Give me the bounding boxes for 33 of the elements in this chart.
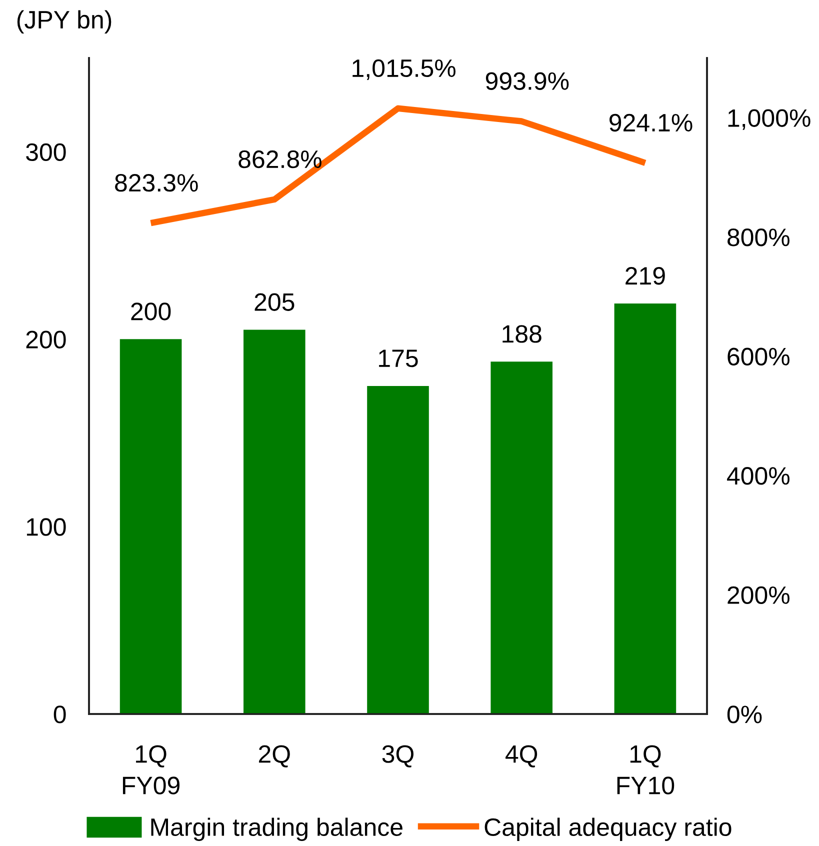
data-label: 862.8% [238, 150, 322, 168]
bar [244, 330, 306, 714]
data-label: 924.1% [610, 114, 692, 132]
data-label: 200 [131, 302, 171, 320]
data-label: 219 [626, 267, 665, 285]
y2-tick-label: 0% [727, 706, 762, 724]
x-tick-label: 2Q [258, 745, 290, 768]
y2-tick-label: 600% [728, 348, 790, 366]
data-label: 175 [379, 350, 418, 368]
bar [367, 386, 429, 714]
y-tick-label: 100 [26, 518, 66, 536]
data-label: 205 [254, 293, 294, 311]
y2-tick-label: 1,000% [728, 109, 810, 130]
bar [614, 304, 676, 714]
legend-label: Margin trading balance [151, 818, 402, 841]
y-axis-title: (JPY bn) [17, 10, 112, 34]
y-tick-label: 200 [26, 330, 66, 348]
y-tick-label: 300 [26, 143, 66, 162]
y-tick-label: 0 [54, 706, 66, 724]
x-tick-label: 1Q FY09 [122, 745, 180, 794]
y2-tick-label: 800% [728, 228, 790, 246]
data-label: 823.3% [115, 174, 198, 192]
x-tick-label: 1Q FY10 [617, 745, 674, 794]
bar [120, 339, 182, 714]
bar [490, 362, 552, 714]
data-label: 188 [502, 325, 542, 343]
data-label: 1,015.5% [352, 59, 456, 80]
data-label: 993.9% [486, 72, 569, 90]
x-tick-label: 4Q [506, 745, 538, 768]
legend-label: Capital adequacy ratio [484, 818, 732, 841]
y2-tick-label: 200% [728, 586, 790, 604]
x-tick-label: 3Q [382, 745, 414, 768]
y2-tick-label: 400% [727, 467, 790, 485]
